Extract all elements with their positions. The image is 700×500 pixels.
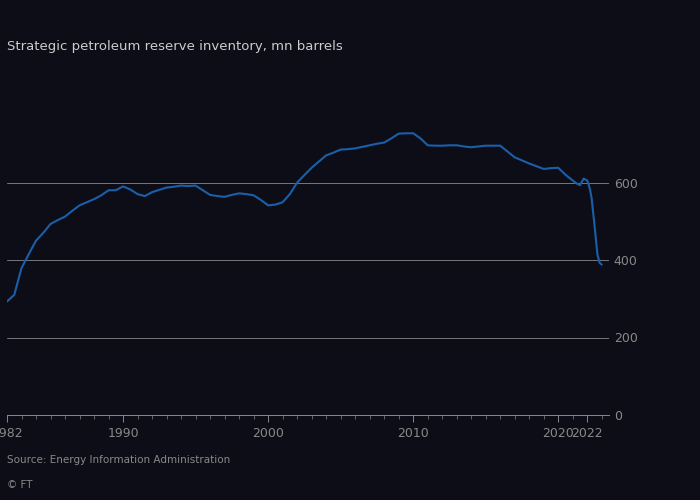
Text: © FT: © FT [7, 480, 32, 490]
Text: Source: Energy Information Administration: Source: Energy Information Administratio… [7, 455, 230, 465]
Text: Strategic petroleum reserve inventory, mn barrels: Strategic petroleum reserve inventory, m… [7, 40, 343, 53]
